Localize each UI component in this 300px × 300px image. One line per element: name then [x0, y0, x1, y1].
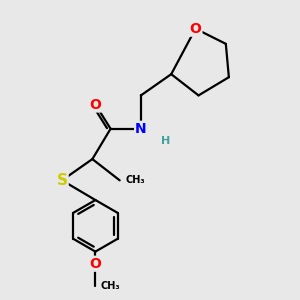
Text: N: N [135, 122, 147, 136]
Text: CH₃: CH₃ [101, 281, 121, 292]
Text: O: O [190, 22, 201, 36]
Text: O: O [89, 257, 101, 271]
Text: S: S [56, 173, 68, 188]
Text: O: O [89, 98, 101, 112]
Text: H: H [160, 136, 170, 146]
Text: CH₃: CH₃ [125, 175, 145, 185]
